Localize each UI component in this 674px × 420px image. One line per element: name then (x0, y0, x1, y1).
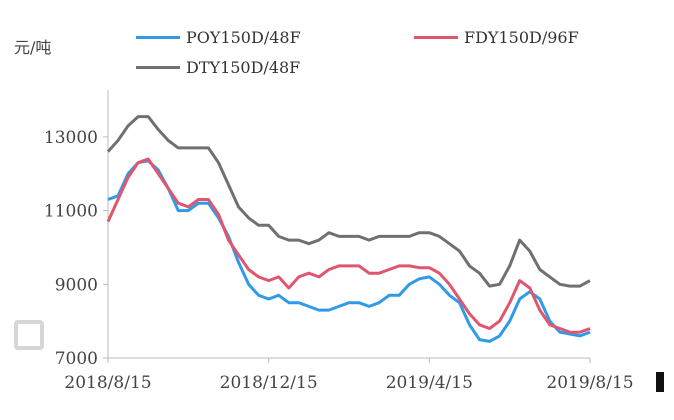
legend-label: FDY150D/96F (464, 28, 579, 47)
legend-swatch (414, 36, 458, 39)
x-tick-label: 2019/4/15 (386, 373, 473, 393)
y-tick-label: 13000 (44, 128, 98, 148)
y-tick-label: 11000 (44, 202, 98, 222)
legend-swatch (136, 36, 180, 39)
legend-item-dty: DTY150D/48F (136, 58, 300, 77)
legend-item-fdy: FDY150D/96F (414, 28, 579, 47)
series-line-fdy150d (106, 157, 591, 334)
series-line-dty150d (106, 115, 591, 288)
y-tick-label: 7000 (55, 349, 98, 369)
x-tick-label: 2019/8/15 (546, 373, 633, 393)
x-tick-label: 2018/8/15 (64, 373, 151, 393)
y-tick-label: 9000 (55, 275, 98, 295)
watermark-logo (14, 320, 44, 350)
x-tick-label: 2018/12/15 (220, 373, 318, 393)
legend-label: POY150D/48F (186, 28, 301, 47)
y-axis-unit-label: 元/吨 (14, 38, 52, 57)
watermark-box-icon (14, 320, 44, 350)
axes (103, 90, 591, 363)
legend-swatch (136, 66, 180, 69)
edge-marker (656, 372, 664, 392)
legend-item-poy: POY150D/48F (136, 28, 301, 47)
legend-label: DTY150D/48F (186, 58, 301, 77)
series-line-poy150d (107, 159, 591, 343)
tick-labels: 7000 9000 11000 13000 2018/8/15 2018/12/15 201… (44, 128, 634, 393)
series-lines (106, 115, 591, 343)
